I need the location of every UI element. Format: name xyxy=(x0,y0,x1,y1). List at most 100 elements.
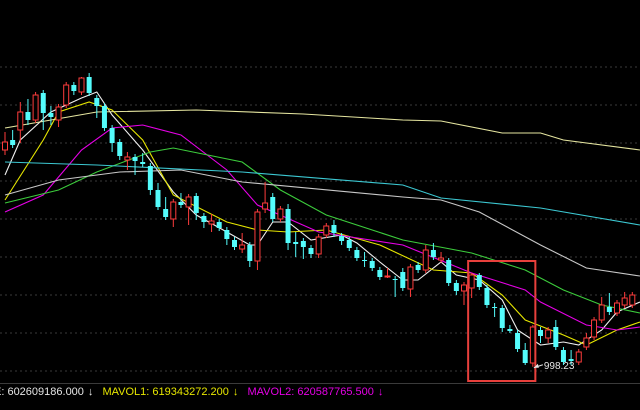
candle-up xyxy=(63,82,70,108)
candle-body xyxy=(515,333,521,349)
candle-body xyxy=(354,250,360,258)
candle-body xyxy=(293,242,299,244)
candle-body xyxy=(163,209,169,217)
candle-body xyxy=(147,166,153,190)
candle-body xyxy=(422,249,429,271)
candle-down xyxy=(216,219,222,231)
candle-body xyxy=(339,236,345,241)
candle-down xyxy=(515,330,521,352)
candle-body xyxy=(407,266,414,290)
candle-body xyxy=(415,265,421,270)
candle-body xyxy=(239,244,246,250)
candle-body xyxy=(178,202,184,205)
candle-body xyxy=(71,85,77,91)
candle-up xyxy=(438,252,445,263)
candle-up xyxy=(124,152,131,170)
candle-body xyxy=(377,270,383,277)
candle-body xyxy=(430,250,436,257)
candle-body xyxy=(40,93,46,113)
candle-down xyxy=(522,343,528,365)
candle-down xyxy=(25,99,31,125)
candle-down xyxy=(331,220,337,237)
candle-up xyxy=(185,194,192,225)
candle-body xyxy=(17,111,24,131)
candle-down xyxy=(224,227,230,245)
candle-down xyxy=(446,258,452,286)
candle-body xyxy=(323,225,330,236)
candle-down xyxy=(270,193,276,222)
candle-down xyxy=(476,273,482,290)
candle-down xyxy=(293,232,299,257)
candle-body xyxy=(78,77,85,93)
candle-down xyxy=(48,106,54,125)
candle-body xyxy=(270,197,276,219)
candle-body xyxy=(232,240,237,247)
moving-average-line xyxy=(4,101,640,346)
candle-down xyxy=(163,197,169,220)
candle-down xyxy=(308,245,314,258)
candle-up xyxy=(461,282,467,305)
candle-down xyxy=(71,82,77,95)
low-price-label: 998.23 xyxy=(544,361,575,372)
candle-down xyxy=(232,237,237,250)
candle-down xyxy=(553,320,559,350)
volume-value: E: 602609186.000 xyxy=(0,386,84,398)
candle-up xyxy=(32,92,39,123)
candle-body xyxy=(568,359,574,361)
candle-body xyxy=(2,141,8,151)
candle-body xyxy=(538,330,543,336)
candle-down xyxy=(155,183,161,210)
candle-body xyxy=(55,106,62,121)
candle-body xyxy=(300,241,306,247)
down-arrow-icon: ↓ xyxy=(377,386,384,398)
candle-down xyxy=(10,130,16,148)
candle-body xyxy=(277,208,284,220)
candle-up xyxy=(422,245,429,273)
candle-body xyxy=(545,329,552,339)
candle-down xyxy=(415,262,421,273)
candle-body xyxy=(591,319,598,338)
candle-up xyxy=(614,300,620,316)
mavol1-value: MAVOL1: 619343272.200 xyxy=(102,386,229,398)
candle-body xyxy=(193,196,199,213)
candle-down xyxy=(538,327,543,343)
candle-up xyxy=(384,268,391,278)
candle-down xyxy=(109,125,115,152)
candle-body xyxy=(392,279,398,280)
candle-up xyxy=(239,233,246,253)
candle-body xyxy=(614,302,620,314)
candle-body xyxy=(94,98,100,106)
down-arrow-icon: ↓ xyxy=(87,386,94,398)
candle-up xyxy=(2,132,8,155)
mavol2-value: MAVOL2: 620587765.500 xyxy=(247,386,374,398)
candle-body xyxy=(575,351,582,363)
candle-up xyxy=(583,333,590,350)
moving-average-line xyxy=(4,147,640,314)
candle-down xyxy=(430,243,436,260)
candle-body xyxy=(446,260,452,283)
moving-average-line xyxy=(4,161,640,226)
candle-down xyxy=(101,103,107,131)
candle-body xyxy=(285,209,291,243)
candle-down xyxy=(369,258,375,271)
candle-down xyxy=(400,268,406,291)
candle-up xyxy=(208,214,215,232)
candle-body xyxy=(331,225,337,233)
candle-body xyxy=(346,240,352,248)
candle-down xyxy=(453,280,459,295)
candle-body xyxy=(216,222,222,228)
candle-up xyxy=(17,102,24,143)
candle-body xyxy=(262,202,269,210)
candle-down xyxy=(354,247,360,261)
candle-body xyxy=(461,284,467,292)
candle-body xyxy=(606,307,612,312)
down-arrow-icon: ↓ xyxy=(232,386,239,398)
candle-up xyxy=(598,297,605,323)
candle-up xyxy=(407,264,414,297)
candle-body xyxy=(155,190,161,207)
highlight-box xyxy=(467,260,537,382)
candle-body xyxy=(247,245,253,261)
candle-body xyxy=(25,112,31,120)
candle-down xyxy=(560,347,566,365)
candle-up xyxy=(262,182,269,213)
